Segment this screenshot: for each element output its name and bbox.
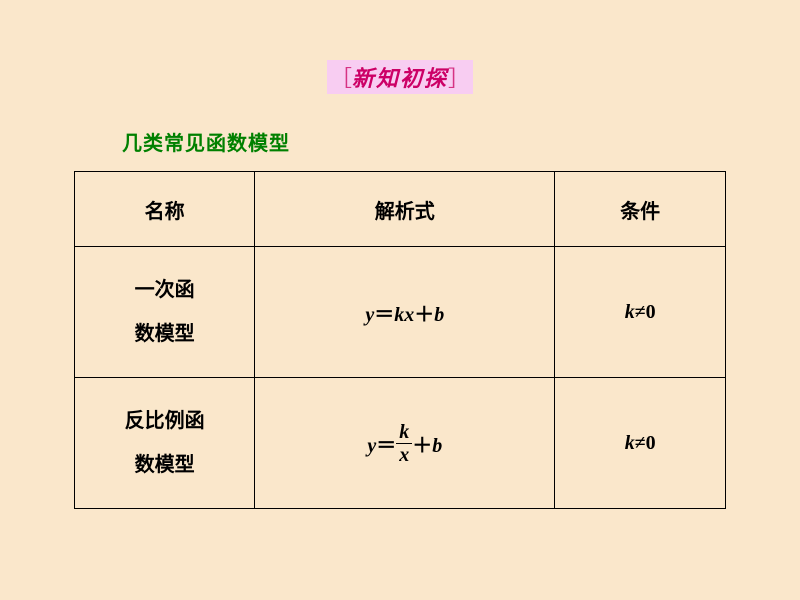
header-bracket-right: ］ [448, 61, 470, 93]
formula-eq: ＝ [374, 304, 394, 326]
header-title-box: ［ 新知初探 ］ [327, 60, 473, 94]
cond-zero: 0 [646, 301, 656, 323]
cond-ne: ≠ [635, 301, 646, 323]
formula-y: y [367, 435, 376, 457]
formula-plus: ＋ [412, 435, 432, 457]
col-header-name: 名称 [75, 172, 255, 247]
condition-cell: k≠0 [555, 378, 726, 509]
function-models-table: 名称 解析式 条件 一次函 数模型 y＝kx＋b k≠0 反比例函 数模型 y＝… [74, 171, 726, 509]
condition-cell: k≠0 [555, 247, 726, 378]
table-header-row: 名称 解析式 条件 [75, 172, 726, 247]
model-name-line1: 一次函 [135, 279, 195, 301]
formula-b: b [432, 435, 442, 457]
formula-b: b [434, 304, 444, 326]
header-bracket-left: ［ [330, 61, 352, 93]
model-name-line2: 数模型 [135, 454, 195, 476]
table-row: 反比例函 数模型 y＝kx＋b k≠0 [75, 378, 726, 509]
formula-y: y [365, 304, 374, 326]
cond-zero: 0 [646, 432, 656, 454]
col-header-condition: 条件 [555, 172, 726, 247]
header-title: 新知初探 [352, 61, 448, 93]
formula-cell: y＝kx＋b [255, 378, 555, 509]
formula-k: k [394, 304, 404, 326]
model-name-cell: 反比例函 数模型 [75, 378, 255, 509]
cond-ne: ≠ [635, 432, 646, 454]
formula-plus: ＋ [414, 304, 434, 326]
formula-eq: ＝ [376, 435, 396, 457]
fraction-denominator: x [396, 444, 412, 465]
model-name-line1: 反比例函 [125, 410, 205, 432]
table-row: 一次函 数模型 y＝kx＋b k≠0 [75, 247, 726, 378]
cond-k: k [625, 301, 635, 323]
col-header-formula: 解析式 [255, 172, 555, 247]
fraction: kx [396, 422, 412, 465]
model-name-cell: 一次函 数模型 [75, 247, 255, 378]
formula-cell: y＝kx＋b [255, 247, 555, 378]
page-subtitle: 几类常见函数模型 [122, 127, 290, 156]
model-name-line2: 数模型 [135, 323, 195, 345]
cond-k: k [625, 432, 635, 454]
fraction-numerator: k [396, 422, 412, 444]
formula-x: x [404, 304, 414, 326]
